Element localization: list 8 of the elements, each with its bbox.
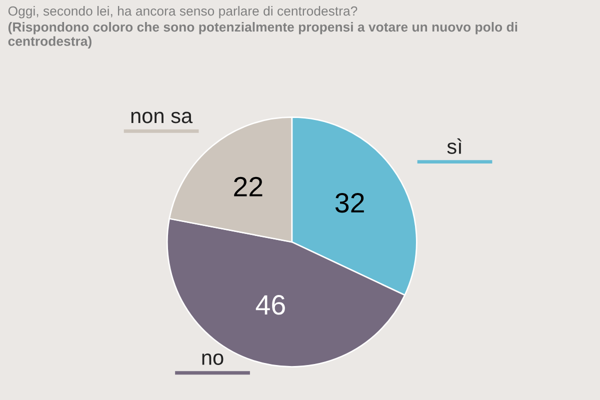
slice-label: non sa — [131, 112, 193, 124]
slice-label: no — [202, 354, 224, 365]
data-label: 22 — [234, 176, 262, 196]
data-label: 46 — [256, 295, 285, 315]
slice-label: sì — [447, 138, 462, 154]
chart-title: Oggi, secondo lei, ha ancora senso parlare di centrodestra? — [8, 6, 358, 18]
chart-subtitle: (Rispondono coloro che sono potenzialmente propensi a votare un nuovo polo di centrodestra) — [8, 22, 518, 49]
data-label: 32 — [335, 193, 364, 213]
